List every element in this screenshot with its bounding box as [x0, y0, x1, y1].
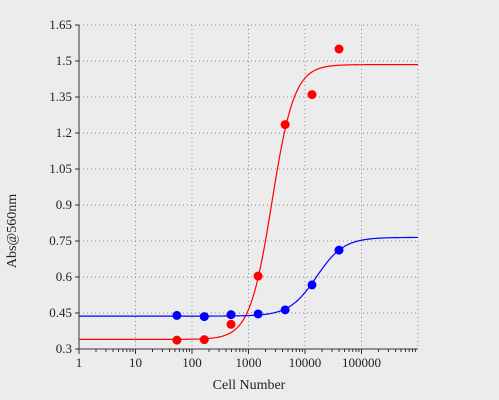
x-tick-label: 100000	[342, 355, 381, 370]
data-point	[280, 120, 290, 130]
x-tick-labels: 1 10 100 1000 10000 100000	[76, 355, 381, 370]
y-tick-label: 0.3	[56, 341, 72, 356]
y-axis-title: Abs@560nm	[5, 194, 20, 268]
data-point	[172, 335, 182, 345]
series	[79, 44, 418, 345]
data-point	[307, 90, 317, 100]
data-point	[280, 305, 290, 315]
grid	[79, 24, 419, 349]
y-tick-labels: 0.3 0.45 0.6 0.75 0.9 1.05 1.2 1.35 1.5 1.65	[49, 17, 72, 356]
data-point	[334, 245, 344, 255]
data-point	[334, 44, 344, 54]
x-tick-label: 100	[182, 355, 202, 370]
x-tick-label: 10	[129, 355, 142, 370]
data-point	[199, 312, 209, 322]
data-point	[253, 271, 263, 281]
x-tick-label: 10000	[289, 355, 322, 370]
y-tick-label: 1.2	[56, 125, 72, 140]
series-layer	[79, 44, 418, 345]
y-tick-label: 1.65	[49, 17, 72, 32]
data-point	[307, 280, 317, 290]
series	[79, 236, 418, 322]
fit-curve	[79, 63, 418, 340]
x-axis-title: Cell Number	[213, 378, 286, 393]
y-tick-label: 1.05	[49, 161, 72, 176]
axes	[75, 24, 418, 354]
y-tick-label: 1.35	[49, 89, 72, 104]
data-point	[199, 335, 209, 345]
y-tick-label: 0.9	[56, 197, 72, 212]
y-tick-label: 0.75	[49, 233, 72, 248]
fit-curve	[79, 236, 418, 317]
x-tick-label: 1000	[236, 355, 262, 370]
data-point	[226, 319, 236, 329]
data-point	[226, 310, 236, 320]
data-point	[253, 309, 263, 319]
x-tick-label: 1	[76, 355, 83, 370]
y-tick-label: 0.45	[49, 305, 72, 320]
y-tick-label: 0.6	[56, 269, 73, 284]
data-point	[172, 310, 182, 320]
y-tick-label: 1.5	[56, 53, 72, 68]
